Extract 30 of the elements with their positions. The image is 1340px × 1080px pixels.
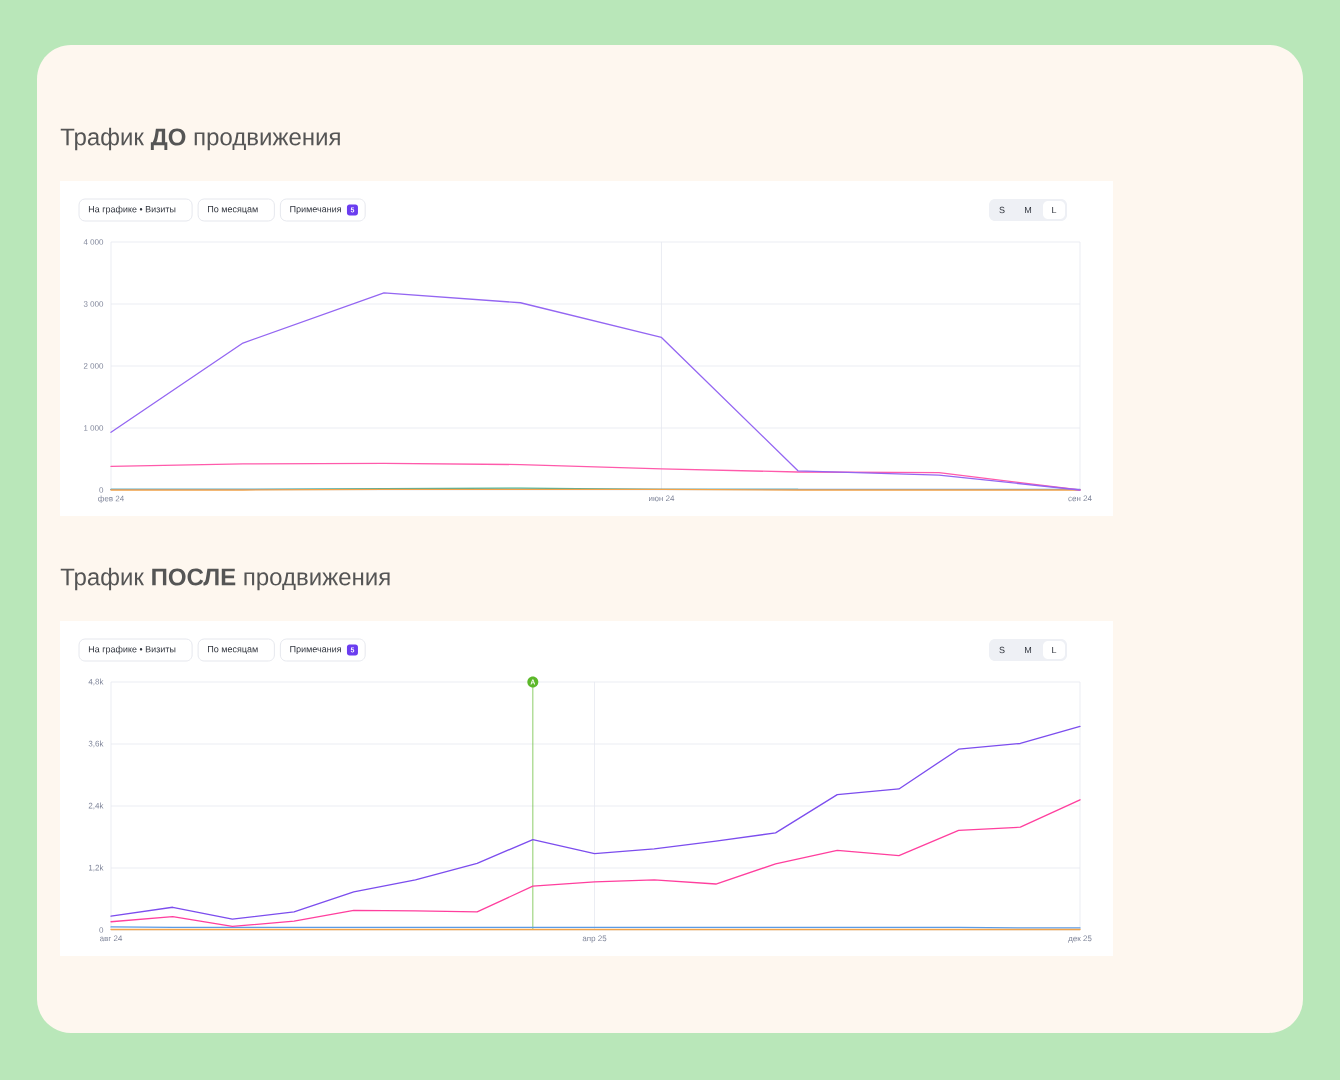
text: На графике • Визиты [88, 205, 176, 215]
text: M [1025, 206, 1032, 214]
text: L [1052, 646, 1057, 654]
y-tick-label: 0 [99, 487, 104, 493]
y-tick-label: 3,6k [88, 740, 104, 748]
x-tick-label: дек 25 [1068, 935, 1092, 943]
text: S [999, 206, 1005, 214]
chart-title: Трафик ДО продвижения [60, 127, 340, 151]
text: M [1025, 646, 1032, 654]
x-tick-label: апр 25 [582, 935, 607, 943]
text: Примечания [290, 205, 341, 215]
text: По месяцам [208, 206, 258, 214]
y-tick-label: 1,2k [88, 864, 104, 872]
text: L [1052, 206, 1057, 214]
y-tick-label: 3 000 [83, 301, 104, 307]
x-tick-label: авг 24 [99, 935, 123, 942]
y-tick-label: 2 000 [83, 363, 104, 369]
y-tick-label: 1 000 [84, 425, 104, 431]
text: По месяцам [208, 646, 258, 654]
y-tick-label: 4,8k [88, 678, 104, 686]
x-tick-label: фев 24 [98, 495, 124, 503]
y-tick-label: 2,4k [88, 802, 104, 810]
text: S [999, 646, 1005, 654]
x-tick-label: июн 24 [649, 495, 675, 502]
x-tick-label: сен 24 [1068, 495, 1092, 502]
chart-title: Трафик ПОСЛЕ продвижения [60, 567, 390, 591]
text: Примечания [290, 645, 341, 655]
text: На графике • Визиты [88, 645, 176, 655]
y-tick-label: 4 000 [83, 239, 104, 245]
y-tick-label: 0 [99, 927, 104, 933]
